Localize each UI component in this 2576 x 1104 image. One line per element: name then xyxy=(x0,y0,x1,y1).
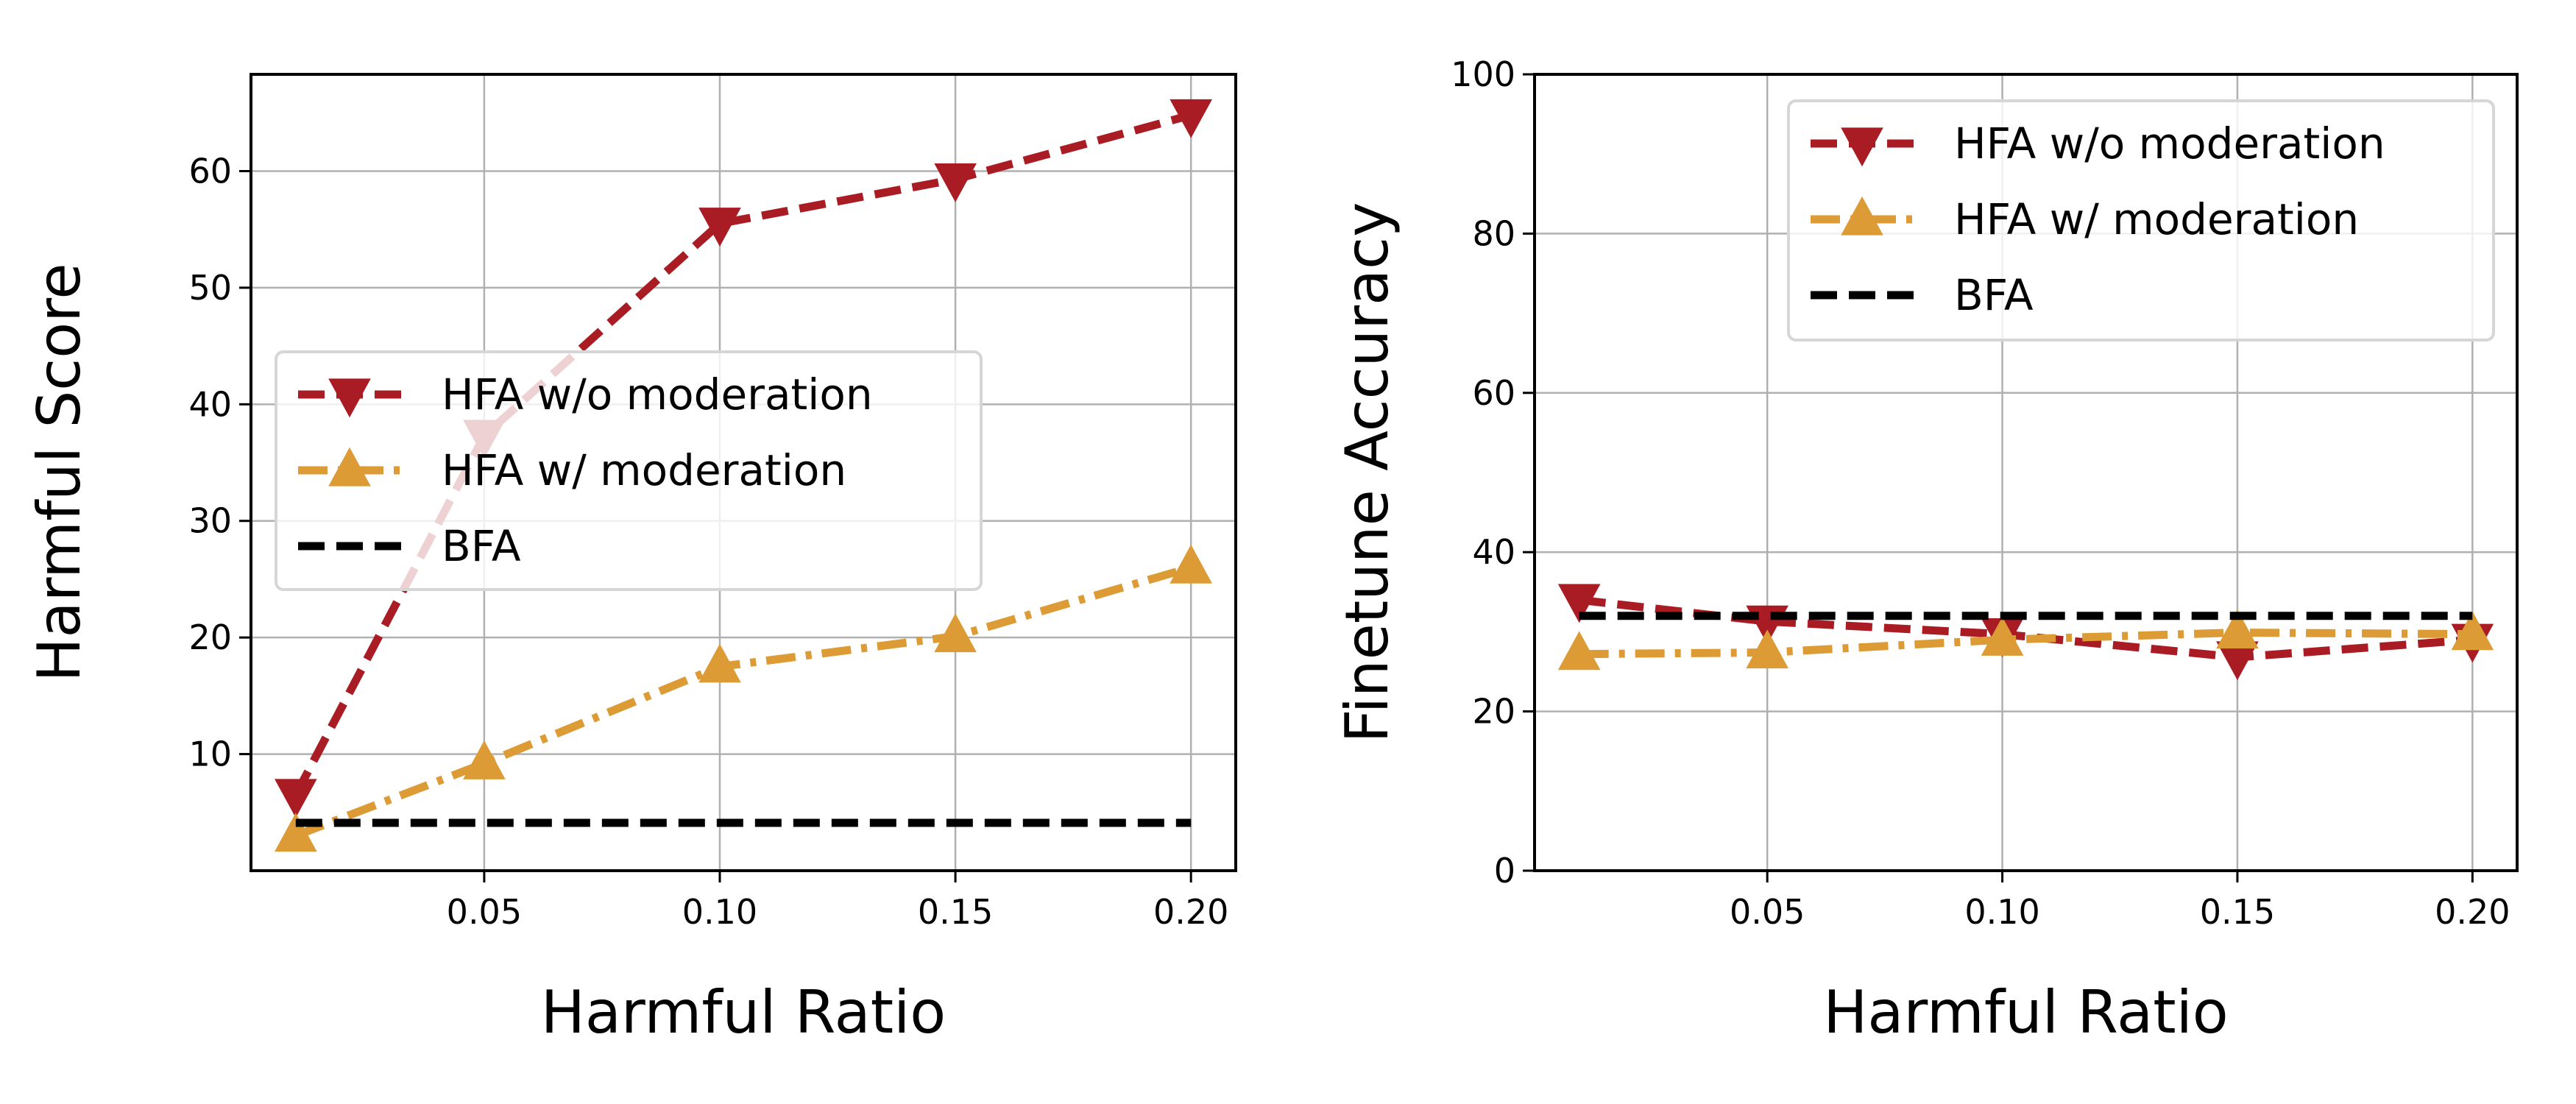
x-tick-label: 0.05 xyxy=(447,892,522,932)
y-tick-label: 40 xyxy=(188,384,232,424)
data-point xyxy=(1557,584,1601,623)
data-point xyxy=(1170,544,1212,584)
data-point xyxy=(2451,611,2494,651)
y-tick-label: 10 xyxy=(188,735,232,774)
legend-label: HFA w/o moderation xyxy=(442,369,873,420)
series-hfa-w-moderation xyxy=(275,544,1212,852)
data-point xyxy=(1981,617,2024,656)
y-tick-label: 60 xyxy=(1472,373,1515,413)
legend-label: HFA w/ moderation xyxy=(442,445,846,495)
x-axis-label: Harmful Ratio xyxy=(1823,978,2229,1047)
y-tick-label: 80 xyxy=(1472,213,1515,253)
data-point xyxy=(698,208,741,247)
legend-item: BFA xyxy=(298,521,521,571)
axes-frame xyxy=(250,73,1237,872)
legend-item: BFA xyxy=(1811,270,2034,320)
legend-label: BFA xyxy=(442,521,521,571)
data-point xyxy=(275,779,317,818)
y-tick-label: 60 xyxy=(188,151,232,191)
legend-label: HFA w/ moderation xyxy=(1954,194,2359,244)
y-tick-label: 0 xyxy=(1494,851,1515,891)
legend-label: BFA xyxy=(1954,270,2034,320)
chart-1: 0.05 0.10 0.15 0.20 10 20 30 40 50 60 Harmful Rati… xyxy=(25,73,1237,1047)
y-tick-label: 20 xyxy=(1472,692,1515,732)
data-point xyxy=(1557,631,1601,670)
legend-marker xyxy=(328,447,371,486)
series-line xyxy=(294,563,1192,840)
x-tick-label: 0.20 xyxy=(1153,892,1228,932)
legend-item: HFA w/ moderation xyxy=(298,445,846,495)
x-tick-label: 0.05 xyxy=(1730,892,1805,932)
x-tick-label: 0.10 xyxy=(682,892,757,932)
y-tick-label: 30 xyxy=(188,501,232,541)
y-axis-label: Finetune Accuracy xyxy=(1333,202,1401,743)
data-point xyxy=(934,163,977,202)
data-point xyxy=(463,740,506,779)
x-axis-label: Harmful Ratio xyxy=(541,978,946,1047)
y-tick-label: 20 xyxy=(188,618,232,657)
y-axis-label: Harmful Score xyxy=(25,263,93,682)
x-tick-label: 0.10 xyxy=(1964,892,2039,932)
data-point xyxy=(1746,629,1788,669)
x-tick-label: 0.15 xyxy=(918,892,993,932)
series-hfa-w-moderation xyxy=(1557,609,2494,670)
legend: HFA w/o moderation HFA w/ moderation BFA xyxy=(1787,99,2495,342)
y-tick-label: 100 xyxy=(1451,54,1515,94)
legend-frame xyxy=(1787,99,2495,342)
series-hfa-w-o-moderation xyxy=(1557,584,2494,681)
legend-marker xyxy=(1841,196,1883,236)
data-point xyxy=(275,813,317,852)
data-point xyxy=(698,643,741,683)
legend: HFA w/o moderation HFA w/ moderation BFA xyxy=(275,350,983,591)
x-tick-label: 0.20 xyxy=(2435,892,2510,932)
y-tick-label: 50 xyxy=(188,268,232,308)
chart-2: 0.05 0.10 0.15 0.20 0 20 40 60 80 100 Harmful Rati… xyxy=(1333,54,2519,1047)
data-point xyxy=(2216,641,2259,681)
data-point xyxy=(1170,99,1212,138)
data-point xyxy=(2216,609,2259,649)
axes-frame xyxy=(1533,73,2519,872)
series-line xyxy=(1579,595,2473,662)
data-point xyxy=(934,613,977,653)
legend-marker xyxy=(328,378,371,418)
legend-label: HFA w/o moderation xyxy=(1954,118,2385,169)
x-tick-label: 0.15 xyxy=(2200,892,2275,932)
legend-item: HFA w/o moderation xyxy=(298,369,873,420)
legend-item: HFA w/ moderation xyxy=(1811,194,2359,244)
legend-marker xyxy=(1841,127,1883,167)
legend-item: HFA w/o moderation xyxy=(1811,118,2385,169)
legend-frame xyxy=(275,350,983,591)
series-line xyxy=(1579,628,2473,659)
y-tick-label: 40 xyxy=(1472,532,1515,572)
